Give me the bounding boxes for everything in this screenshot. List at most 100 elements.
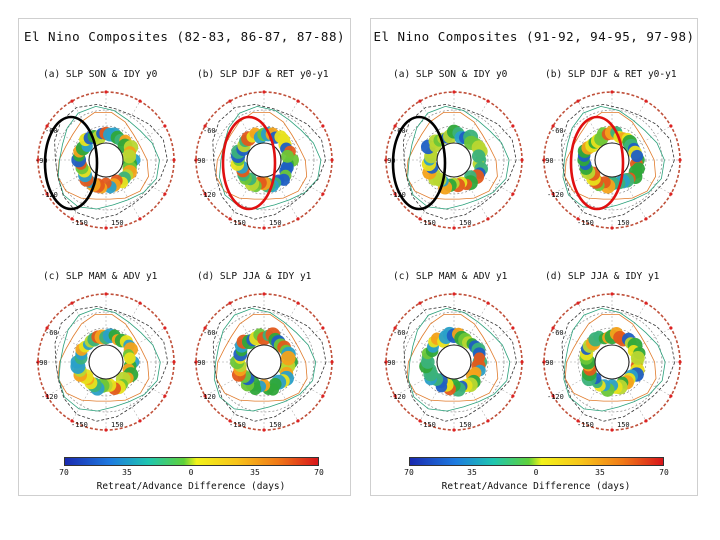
longitude-label: -90 (35, 157, 48, 165)
boundary-tick (262, 292, 266, 296)
meridian-line (105, 159, 166, 195)
boundary-tick (393, 192, 397, 196)
boundary-tick (228, 301, 232, 305)
longitude-label: -60 (551, 127, 564, 135)
boundary-tick (384, 360, 388, 364)
boundary-tick (511, 394, 515, 398)
longitude-label: -90 (383, 157, 396, 165)
ice-patch (124, 352, 136, 365)
boundary-tick (452, 226, 456, 230)
boundary-tick (678, 360, 682, 364)
colorbar-tick: 0 (533, 468, 539, 477)
colorbar-tick: 35 (467, 468, 477, 477)
longitude-label: 150 (617, 421, 630, 429)
longitude-label: -120 (41, 191, 58, 199)
boundary-tick (228, 99, 232, 103)
longitude-label: -150 (229, 219, 246, 227)
longitude-label: -150 (229, 421, 246, 429)
longitude-label: -60 (45, 329, 58, 337)
colorbar-tick: 35 (595, 468, 605, 477)
longitude-label: -60 (203, 127, 216, 135)
slp-contour (219, 105, 322, 210)
longitude-label: -60 (393, 329, 406, 337)
boundary-tick (576, 301, 580, 305)
longitude-label: -120 (389, 393, 406, 401)
boundary-tick (104, 428, 108, 432)
boundary-tick (45, 326, 49, 330)
boundary-tick (452, 90, 456, 94)
slp-contour (54, 305, 169, 422)
meridian-line (105, 159, 141, 220)
meridian-line (263, 361, 299, 422)
boundary-tick (163, 124, 167, 128)
polar-map-c: -60 -90 -120 -150 150 (383, 292, 524, 432)
slp-contour (212, 305, 327, 422)
boundary-tick (138, 217, 142, 221)
subplot-label-d: (d) SLP JJA & IDY y1 (197, 271, 312, 282)
boundary-tick (330, 360, 334, 364)
boundary-tick (542, 158, 546, 162)
boundary-tick (384, 158, 388, 162)
highlight-ellipse (43, 115, 99, 211)
boundary-tick (45, 192, 49, 196)
polar-map-d: -60 -90 -120 -150 150 (541, 292, 682, 432)
meridian-line (71, 302, 107, 363)
longitude-label: -150 (71, 219, 88, 227)
meridian-line (263, 159, 299, 220)
meridian-line (263, 125, 324, 161)
boundary-tick (542, 360, 546, 364)
polar-map-b: -60 -90 -120 -150 150 (541, 90, 682, 230)
boundary-tick (70, 217, 74, 221)
boundary-tick (321, 394, 325, 398)
boundary-tick (321, 124, 325, 128)
antarctica-outline (436, 142, 472, 178)
boundary-tick (194, 158, 198, 162)
boundary-tick (262, 90, 266, 94)
slp-contour (564, 112, 657, 200)
longitude-label: -120 (547, 191, 564, 199)
boundary-tick (262, 226, 266, 230)
subplot-label-a: (a) SLP SON & IDY y0 (393, 69, 508, 80)
boundary-tick (104, 90, 108, 94)
boundary-tick (576, 217, 580, 221)
longitude-label: -90 (383, 359, 396, 367)
boundary-tick (262, 428, 266, 432)
boundary-tick (576, 419, 580, 423)
boundary-tick (644, 99, 648, 103)
longitude-label: -120 (547, 393, 564, 401)
colorbar-tick: 70 (314, 468, 324, 477)
meridian-line (453, 361, 514, 397)
colorbar-label: Retreat/Advance Difference (days) (441, 481, 631, 492)
subplot-label-b: (b) SLP DJF & RET y0-y1 (197, 69, 329, 80)
slp-contour (406, 112, 498, 200)
slp-contour (561, 103, 675, 220)
boundary-tick (418, 419, 422, 423)
meridian-line (71, 361, 107, 422)
longitude-label: -60 (551, 329, 564, 337)
meridian-line (229, 302, 265, 363)
panel-title: El Nino Composites (82-83, 86-87, 87-88) (23, 29, 346, 44)
polar-map-b: -60 -90 -120 -150 150 (193, 90, 334, 230)
slp-contour (563, 307, 666, 412)
boundary-tick (576, 99, 580, 103)
antarctica-outline (594, 142, 630, 178)
polar-map-c: -60 -90 -120 -150 150 (35, 292, 176, 432)
boundary-tick (669, 394, 673, 398)
boundary-tick (296, 301, 300, 305)
colorbar (409, 457, 664, 466)
boundary-tick (296, 419, 300, 423)
boundary-tick (321, 192, 325, 196)
ice-patch (471, 149, 486, 163)
slp-contour (402, 103, 517, 220)
subplot-label-c: (c) SLP MAM & ADV y1 (43, 271, 158, 282)
slp-contour (54, 103, 168, 220)
boundary-tick (36, 158, 40, 162)
boundary-tick (511, 326, 515, 330)
boundary-tick (418, 217, 422, 221)
boundary-tick (163, 394, 167, 398)
longitude-label: -90 (193, 359, 206, 367)
highlight-ellipse (391, 115, 447, 211)
boundary-tick (610, 90, 614, 94)
meridian-line (46, 159, 107, 195)
slp-contour (215, 314, 308, 402)
